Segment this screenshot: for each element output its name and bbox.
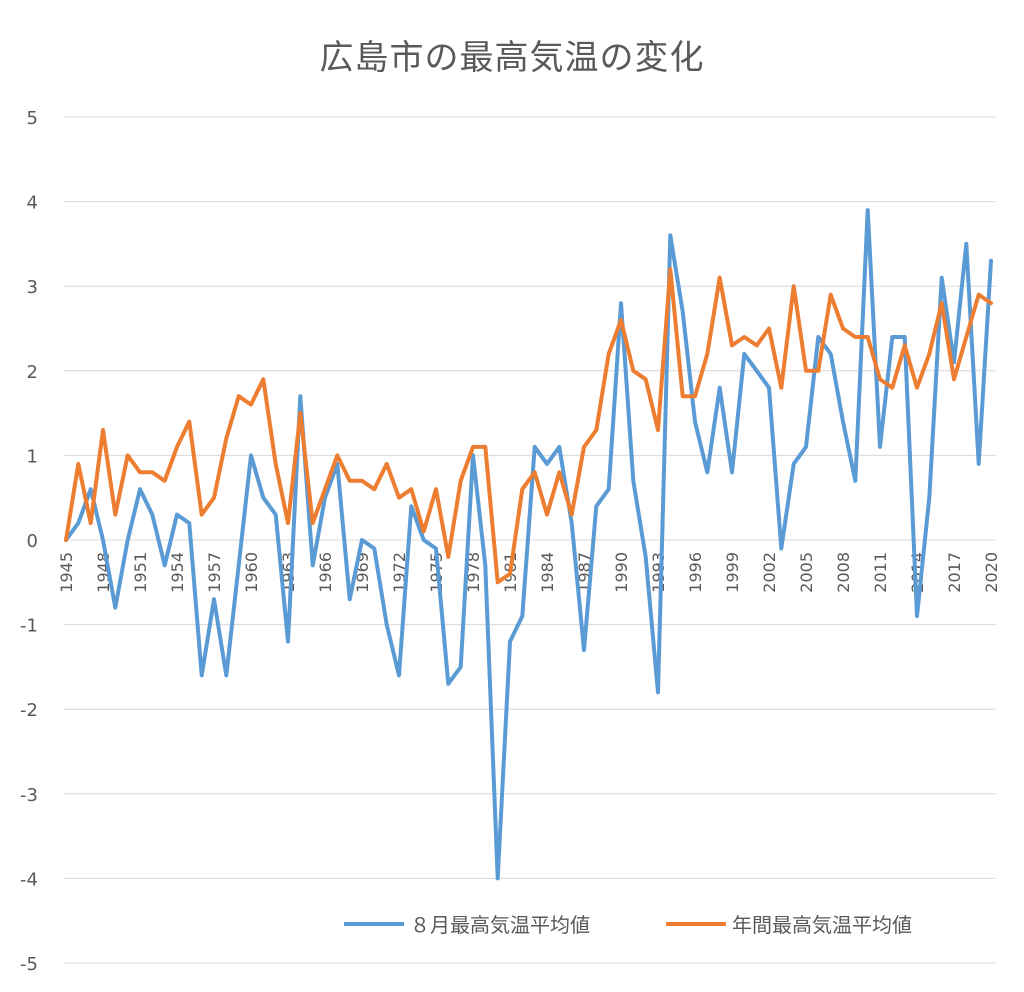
x-tick-label: 1966	[316, 552, 335, 593]
x-tick-label: 2020	[982, 552, 1001, 593]
gridlines	[64, 116, 996, 964]
x-tick-label: 1954	[168, 552, 187, 593]
x-tick-label: 2002	[760, 552, 779, 593]
x-tick-label: 1999	[723, 552, 742, 593]
x-tick-label: 2011	[871, 552, 890, 593]
x-tick-label: 1957	[205, 552, 224, 593]
x-tick-label: 2017	[945, 552, 964, 593]
series-line-august	[64, 208, 993, 881]
chart-title: 広島市の最高気温の変化	[319, 38, 705, 78]
x-tick-label: 1990	[612, 552, 631, 593]
y-tick-label: 5	[27, 108, 38, 129]
legend-label: ８月最高気温平均値	[410, 913, 590, 937]
x-tick-label: 1993	[649, 552, 668, 593]
y-tick-label: 2	[27, 362, 38, 383]
x-tick-label: 2008	[834, 552, 853, 593]
x-tick-label: 1951	[131, 552, 150, 593]
y-tick-label: 1	[27, 446, 38, 467]
x-axis-tick-labels: 1945 1948 1951 1954 1957 1960 1963 1966 1969 1972…	[57, 552, 1001, 593]
legend-label: 年間最高気温平均値	[732, 913, 912, 937]
series-lines	[64, 208, 993, 881]
series-line-annual	[64, 267, 993, 585]
y-tick-label: -1	[20, 616, 38, 637]
y-tick-label: -2	[20, 700, 38, 721]
y-tick-label: -3	[20, 785, 38, 806]
y-axis-tick-labels: 5 4 3 2 1 0 -1 -2 -3 -4 -5	[20, 108, 38, 975]
y-tick-label: -4	[20, 869, 38, 890]
x-tick-label: 1996	[686, 552, 705, 593]
x-tick-label: 1984	[538, 552, 557, 593]
x-tick-label: 1960	[242, 552, 261, 593]
x-tick-label: 2005	[797, 552, 816, 593]
y-tick-label: 0	[27, 531, 38, 552]
legend: ８月最高気温平均値 年間最高気温平均値	[344, 913, 912, 937]
y-tick-label: 4	[27, 193, 38, 214]
y-tick-label: 3	[27, 277, 38, 298]
x-tick-label: 1945	[57, 552, 76, 593]
y-tick-label: -5	[20, 954, 38, 975]
